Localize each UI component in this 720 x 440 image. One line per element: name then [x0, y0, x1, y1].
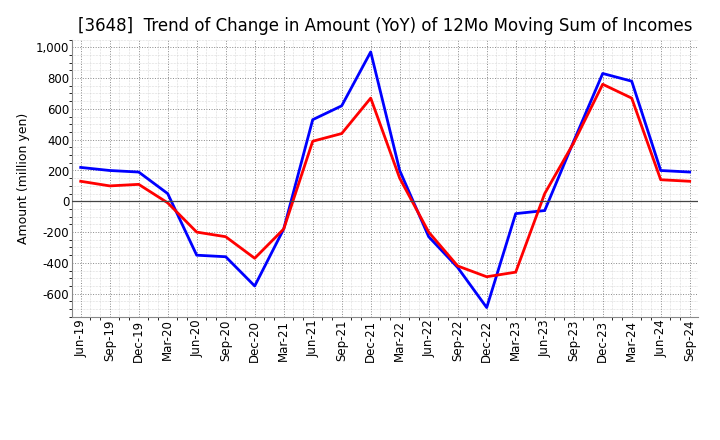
Ordinary Income — [482, 305, 491, 310]
Ordinary Income — [541, 208, 549, 213]
Ordinary Income — [395, 168, 404, 173]
Net Income — [570, 140, 578, 145]
Net Income — [105, 183, 114, 188]
Ordinary Income — [192, 253, 201, 258]
Net Income — [308, 139, 317, 144]
Ordinary Income — [251, 283, 259, 289]
Net Income — [511, 269, 520, 275]
Net Income — [221, 234, 230, 239]
Net Income — [76, 179, 85, 184]
Ordinary Income — [454, 265, 462, 270]
Ordinary Income — [598, 71, 607, 76]
Ordinary Income — [135, 169, 143, 175]
Ordinary Income — [221, 254, 230, 259]
Ordinary Income — [424, 234, 433, 239]
Ordinary Income — [511, 211, 520, 216]
Net Income — [338, 131, 346, 136]
Net Income — [279, 226, 288, 231]
Net Income — [424, 230, 433, 235]
Ordinary Income — [627, 78, 636, 84]
Net Income — [541, 191, 549, 196]
Ordinary Income — [163, 191, 172, 196]
Net Income — [598, 81, 607, 87]
Net Income — [482, 274, 491, 279]
Title: [3648]  Trend of Change in Amount (YoY) of 12Mo Moving Sum of Incomes: [3648] Trend of Change in Amount (YoY) o… — [78, 17, 693, 35]
Line: Ordinary Income: Ordinary Income — [81, 52, 690, 308]
Net Income — [395, 176, 404, 181]
Net Income — [657, 177, 665, 182]
Ordinary Income — [105, 168, 114, 173]
Net Income — [163, 200, 172, 205]
Net Income — [192, 230, 201, 235]
Ordinary Income — [308, 117, 317, 122]
Net Income — [454, 263, 462, 268]
Net Income — [366, 95, 375, 101]
Y-axis label: Amount (million yen): Amount (million yen) — [17, 113, 30, 244]
Ordinary Income — [570, 139, 578, 144]
Net Income — [135, 182, 143, 187]
Ordinary Income — [76, 165, 85, 170]
Ordinary Income — [657, 168, 665, 173]
Ordinary Income — [685, 169, 694, 175]
Ordinary Income — [366, 49, 375, 55]
Ordinary Income — [338, 103, 346, 108]
Net Income — [627, 95, 636, 101]
Net Income — [251, 256, 259, 261]
Ordinary Income — [279, 226, 288, 231]
Net Income — [685, 179, 694, 184]
Line: Net Income: Net Income — [81, 84, 690, 277]
